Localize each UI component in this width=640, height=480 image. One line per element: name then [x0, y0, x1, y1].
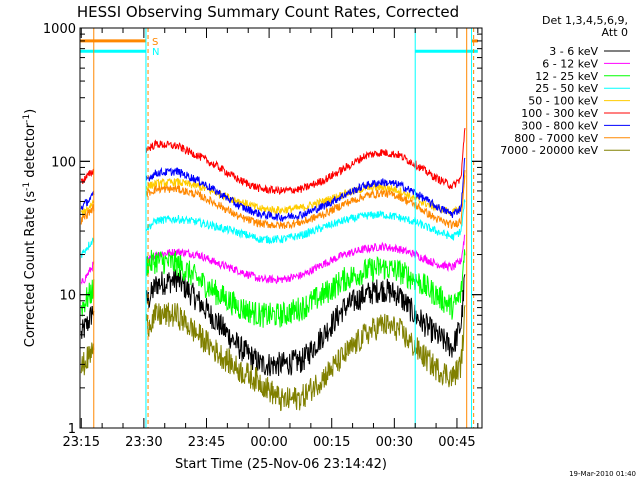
series-line	[80, 342, 95, 376]
series-100-300-kev	[80, 127, 466, 195]
y-tick-label: 10	[59, 289, 76, 304]
x-tick-label: 00:45	[438, 435, 475, 450]
legend-title-line-1: Det 1,3,4,5,6,9,	[542, 14, 628, 27]
y-axis-label-sup1: -1	[22, 182, 32, 191]
legend-entry: 12 - 25 keV	[535, 70, 630, 83]
x-tick-label: 23:15	[63, 435, 100, 450]
flag-label-n: N	[152, 47, 159, 58]
flag-label-s: S	[152, 37, 158, 48]
series-300-800-kev	[80, 157, 466, 223]
series-line	[80, 237, 95, 258]
legend-entry: 6 - 12 keV	[542, 57, 630, 70]
x-axis-label: Start Time (25-Nov-06 23:14:42)	[175, 457, 387, 472]
y-tick-label: 1	[68, 422, 76, 437]
series-line	[80, 279, 95, 317]
legend-label: 50 - 100 keV	[528, 95, 598, 108]
series-line	[145, 249, 466, 328]
series-line	[80, 199, 95, 217]
plot-frame	[79, 27, 483, 429]
timestamp: 19-Mar-2010 01:40	[569, 470, 636, 478]
y-axis-label-end: )	[23, 109, 38, 114]
x-axis: 23:15 23:30 23:45 00:00 00:15 00:30 00:45	[63, 28, 479, 450]
legend-label: 12 - 25 keV	[535, 70, 598, 83]
series-7000-20000-kev	[80, 302, 466, 412]
y-axis: 1 10 100 1000	[43, 22, 482, 437]
y-axis-label-main: Corrected Count Rate (s	[23, 191, 38, 348]
legend-label: 800 - 7000 keV	[514, 132, 598, 145]
y-axis-label: Corrected Count Rate (s-1 detector-1)	[22, 109, 38, 347]
x-tick-label: 23:30	[125, 435, 162, 450]
series-line	[145, 157, 466, 223]
legend-entry: 25 - 50 keV	[535, 82, 630, 95]
legend-label: 25 - 50 keV	[535, 82, 598, 95]
series-6-12-kev	[80, 234, 466, 285]
x-tick-label: 00:15	[313, 435, 350, 450]
legend-label: 300 - 800 keV	[521, 119, 598, 132]
x-tick-label: 00:00	[250, 435, 287, 450]
legend-label: 6 - 12 keV	[542, 57, 598, 70]
legend-title-line-2: Att 0	[602, 26, 628, 39]
y-tick-label: 100	[51, 155, 76, 170]
legend-entry: 800 - 7000 keV	[514, 132, 630, 145]
series-line	[80, 261, 95, 285]
series-line	[145, 268, 466, 377]
series-line	[145, 234, 466, 285]
series-line	[145, 127, 466, 195]
y-axis-label-mid: detector	[23, 122, 38, 182]
chart-title: HESSI Observing Summary Count Rates, Cor…	[77, 3, 459, 21]
legend-entry: 7000 - 20000 keV	[500, 144, 630, 157]
series-line	[80, 168, 94, 185]
legend-label: 100 - 300 keV	[521, 107, 598, 120]
series-line	[145, 170, 466, 230]
plot-area: SN	[80, 28, 478, 428]
series-50-100-kev	[80, 175, 466, 217]
series-line	[145, 302, 466, 412]
series-line	[80, 305, 95, 339]
series-25-50-kev	[80, 199, 466, 258]
series-12-25-kev	[80, 249, 466, 328]
legend-entry: 3 - 6 keV	[549, 45, 630, 58]
y-axis-label-sup2: -1	[22, 114, 32, 123]
legend-label: 3 - 6 keV	[549, 45, 598, 58]
series-800-7000-kev	[80, 170, 466, 230]
legend-entry: 100 - 300 keV	[521, 107, 630, 120]
y-tick-label: 1000	[43, 22, 76, 37]
legend-label: 7000 - 20000 keV	[500, 144, 598, 157]
x-tick-label: 23:45	[188, 435, 225, 450]
legend-entry: 50 - 100 keV	[528, 95, 630, 108]
legend-entry: 300 - 800 keV	[521, 119, 630, 132]
x-tick-label: 00:30	[376, 435, 413, 450]
series-3-6-kev	[80, 268, 466, 377]
series-line	[145, 199, 466, 245]
series-line	[80, 190, 95, 210]
series-line	[80, 204, 95, 225]
